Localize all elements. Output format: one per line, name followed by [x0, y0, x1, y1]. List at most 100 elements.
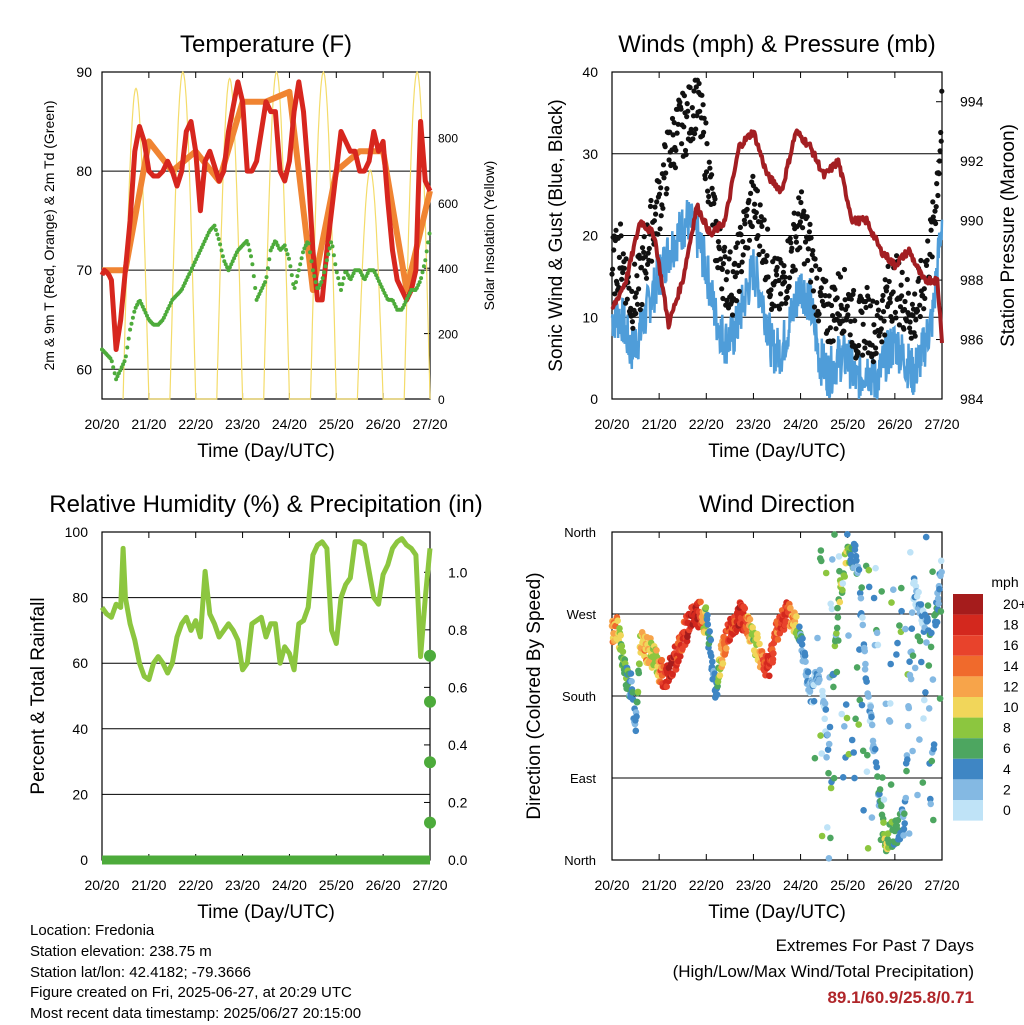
gust-point: [748, 190, 754, 196]
gust-point: [765, 226, 771, 232]
gust-point: [630, 325, 636, 331]
legend-label: 18: [1003, 617, 1019, 633]
dewpoint-point: [143, 310, 148, 315]
direction-point: [936, 695, 944, 702]
gust-point: [661, 175, 667, 181]
y-tick-label: 60: [76, 361, 92, 377]
dewpoint-point: [296, 268, 301, 273]
direction-point: [697, 598, 704, 606]
legend-swatch: [953, 655, 983, 677]
gust-point: [660, 162, 667, 168]
gust-point: [655, 231, 661, 237]
legend-label: 10: [1003, 699, 1019, 715]
dewpoint-point: [419, 276, 424, 281]
direction-point: [888, 599, 895, 606]
y2-tick-label: 990: [960, 213, 984, 229]
gust-point: [822, 293, 828, 299]
dewpoint-point: [264, 275, 269, 280]
gust-point: [921, 306, 927, 312]
y2-axis-label: Station Pressure (Maroon): [998, 124, 1019, 347]
gust-point: [634, 301, 641, 307]
gust-point: [636, 286, 642, 292]
direction-point: [917, 601, 925, 608]
gust-point: [666, 157, 672, 163]
gust-point: [790, 263, 796, 269]
direction-point: [890, 586, 897, 593]
gust-point: [685, 108, 691, 114]
gust-point: [732, 260, 738, 266]
gust-point: [744, 206, 750, 212]
direction-point: [835, 637, 842, 644]
direction-point: [756, 640, 763, 648]
dewpoint-point: [129, 321, 134, 326]
gust-point: [729, 312, 736, 318]
y-axis-label: Percent & Total Rainfall: [28, 597, 49, 794]
gust-point: [797, 245, 803, 251]
gust-point: [656, 179, 662, 185]
dewpoint-point: [268, 248, 273, 253]
gust-point: [851, 287, 857, 294]
direction-point: [852, 542, 859, 549]
y-tick-label: West: [567, 607, 597, 622]
gust-point: [633, 310, 639, 317]
dewpoint-point: [230, 259, 235, 264]
gust-point: [638, 264, 645, 270]
humidity-precip-panel: Relative Humidity (%) & Precipitation (i…: [28, 491, 483, 923]
gust-point: [797, 219, 804, 225]
gust-point: [757, 202, 763, 208]
gust-point: [611, 233, 617, 239]
direction-point: [633, 713, 640, 720]
gust-point: [935, 192, 941, 199]
gust-point: [733, 244, 739, 250]
direction-point: [839, 580, 847, 587]
gust-point: [709, 172, 715, 178]
dewpoint-point: [323, 264, 328, 269]
dewpoint-point: [294, 280, 298, 285]
dewpoint-point: [403, 299, 408, 304]
direction-point: [851, 774, 858, 782]
gust-point: [847, 332, 853, 338]
gust-point: [832, 286, 838, 292]
direction-point: [817, 547, 825, 554]
direction-point: [824, 746, 832, 753]
direction-point: [904, 756, 911, 763]
dewpoint-point: [167, 303, 172, 308]
gust-point: [873, 345, 879, 351]
direction-point: [619, 648, 627, 655]
gust-point: [887, 299, 893, 305]
dewpoint-point: [111, 365, 116, 370]
gust-point: [887, 295, 893, 301]
direction-point: [798, 641, 806, 648]
gust-point: [850, 291, 856, 297]
gust-point: [784, 294, 791, 301]
gust-point: [784, 288, 790, 294]
gust-point: [701, 115, 707, 121]
legend-swatch: [953, 676, 983, 697]
gust-point: [612, 291, 618, 297]
gust-point: [611, 247, 617, 253]
gust-point: [793, 239, 800, 245]
dewpoint-point: [309, 259, 314, 264]
direction-point: [766, 672, 773, 680]
direction-point: [856, 589, 864, 597]
gust-point: [882, 332, 888, 338]
dewpoint-point: [316, 286, 321, 290]
dewpoint-point: [360, 273, 365, 278]
gust-point: [759, 223, 765, 229]
direction-point: [618, 642, 626, 650]
direction-point: [879, 774, 886, 781]
gust-point: [871, 322, 877, 328]
direction-point: [774, 636, 782, 643]
gust-point: [736, 288, 742, 294]
gust-point: [795, 211, 801, 217]
gust-point: [679, 141, 685, 147]
gust-point: [901, 306, 908, 313]
gust-point: [864, 284, 870, 291]
gust-point: [643, 275, 650, 281]
x-tick-label: 26/20: [366, 416, 401, 432]
y-tick-label: 20: [72, 786, 88, 802]
gust-point: [862, 345, 868, 351]
gust-point: [693, 84, 699, 90]
x-tick-label: 24/20: [272, 877, 307, 893]
direction-point: [831, 531, 838, 538]
